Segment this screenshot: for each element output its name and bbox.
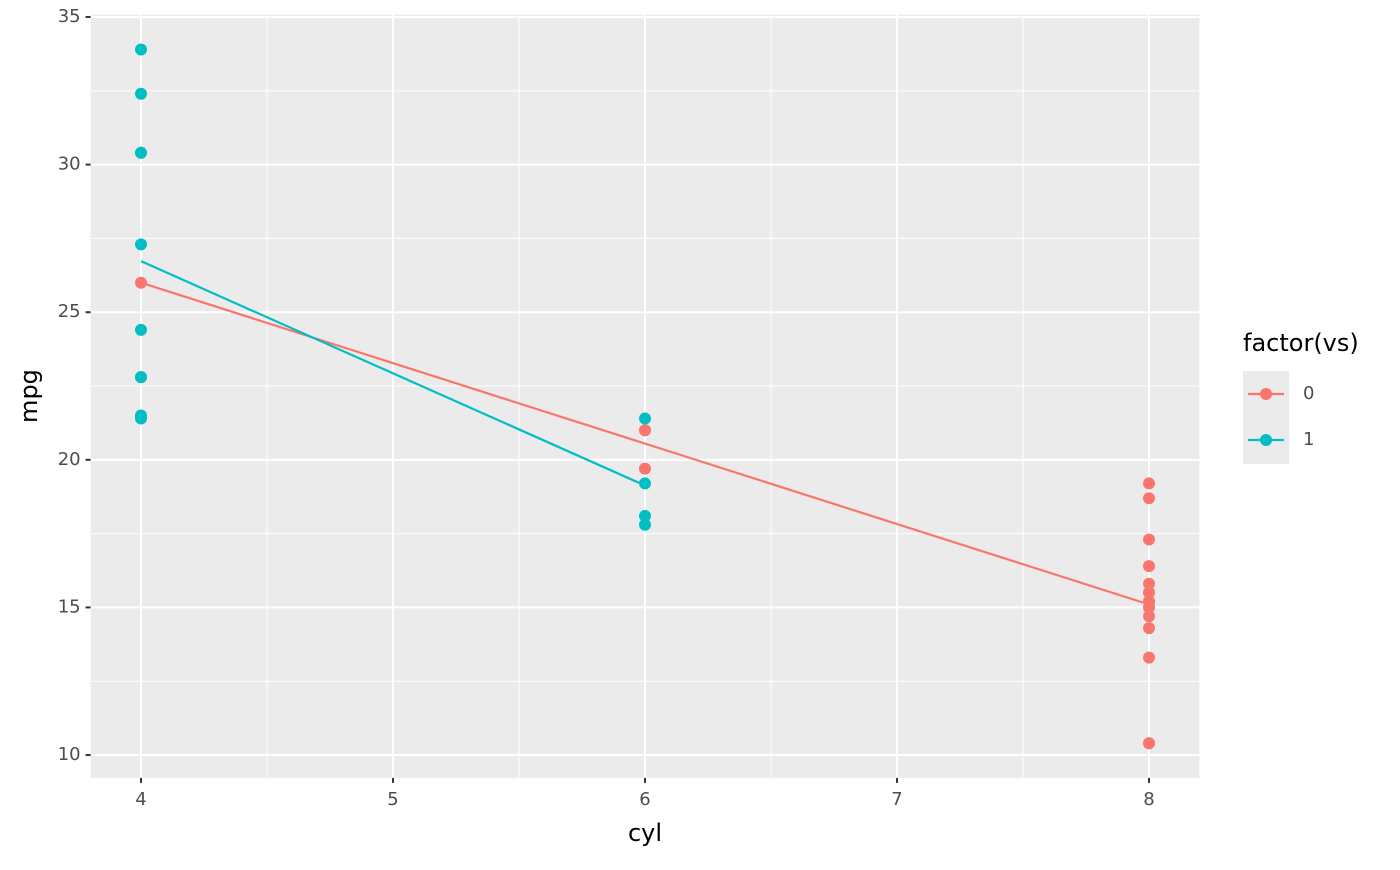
point	[1143, 477, 1155, 490]
point	[135, 323, 147, 336]
y-tick-label: 15	[58, 596, 81, 617]
legend-key-point	[1260, 434, 1272, 446]
point	[1143, 533, 1155, 546]
x-tick-label: 5	[387, 789, 398, 810]
fit-line	[140, 260, 646, 487]
legend-key-point	[1260, 388, 1272, 400]
point	[1143, 622, 1155, 635]
legend-background	[1243, 371, 1289, 464]
x-tick-label: 6	[639, 789, 650, 810]
point	[1143, 586, 1155, 599]
point	[1143, 492, 1155, 505]
point	[1143, 577, 1155, 590]
x-axis-title: cyl	[628, 819, 662, 847]
y-tick-label: 30	[58, 154, 81, 175]
point	[1143, 560, 1155, 573]
point	[135, 412, 147, 425]
point	[135, 238, 147, 251]
legend-title: factor(vs)	[1243, 329, 1359, 357]
point	[639, 412, 651, 425]
legend-label: 1	[1303, 429, 1314, 450]
point	[135, 87, 147, 100]
point	[639, 518, 651, 531]
y-tick-label: 35	[58, 6, 81, 27]
point	[1143, 737, 1155, 750]
y-axis-title: mpg	[15, 369, 43, 423]
point	[639, 509, 651, 522]
point	[639, 462, 651, 475]
x-tick-label: 7	[891, 789, 902, 810]
legend-label: 0	[1303, 383, 1314, 404]
y-tick-label: 25	[58, 301, 81, 322]
point	[1143, 651, 1155, 664]
y-tick-label: 10	[58, 744, 81, 765]
point	[135, 146, 147, 159]
x-tick-label: 8	[1143, 789, 1154, 810]
point	[639, 424, 651, 437]
y-tick-label: 20	[58, 449, 81, 470]
point	[135, 371, 147, 384]
x-tick-label: 4	[135, 789, 146, 810]
point	[135, 43, 147, 56]
point	[1143, 610, 1155, 623]
point	[639, 477, 651, 490]
